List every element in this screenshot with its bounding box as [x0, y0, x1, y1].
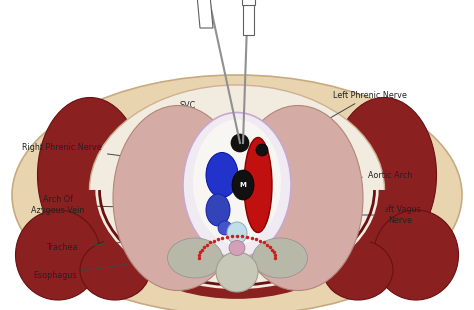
Text: Right Phrenic Nerve: Right Phrenic Nerve	[22, 144, 189, 165]
Ellipse shape	[229, 241, 245, 255]
Ellipse shape	[231, 134, 249, 152]
Ellipse shape	[183, 113, 291, 258]
Text: Esophagus: Esophagus	[33, 250, 219, 280]
Ellipse shape	[206, 153, 238, 197]
Ellipse shape	[374, 210, 458, 300]
Ellipse shape	[227, 222, 247, 244]
Ellipse shape	[331, 98, 437, 253]
Ellipse shape	[90, 85, 384, 295]
Text: Left Vagus
Nerve: Left Vagus Nerve	[268, 205, 421, 225]
Text: Aortic Arch: Aortic Arch	[268, 170, 412, 185]
Ellipse shape	[16, 210, 100, 300]
Ellipse shape	[37, 98, 143, 253]
Text: Left Phrenic Nerve: Left Phrenic Nerve	[281, 91, 407, 147]
Ellipse shape	[113, 105, 243, 290]
Ellipse shape	[193, 119, 281, 245]
Text: SVC: SVC	[180, 100, 235, 141]
Ellipse shape	[244, 138, 272, 232]
Ellipse shape	[218, 221, 232, 235]
Polygon shape	[243, 0, 254, 35]
Text: Arch Of
Azygous Vein: Arch Of Azygous Vein	[31, 195, 215, 215]
Text: Trachea: Trachea	[46, 233, 219, 253]
Ellipse shape	[167, 238, 222, 278]
Ellipse shape	[232, 170, 254, 200]
Ellipse shape	[233, 105, 363, 290]
Text: M: M	[239, 182, 246, 188]
Ellipse shape	[323, 240, 393, 300]
Polygon shape	[197, 0, 213, 28]
Ellipse shape	[206, 194, 230, 226]
Ellipse shape	[12, 75, 462, 310]
Polygon shape	[242, 0, 255, 5]
Ellipse shape	[216, 252, 258, 292]
Ellipse shape	[253, 238, 308, 278]
Ellipse shape	[256, 144, 268, 156]
Ellipse shape	[80, 240, 150, 300]
